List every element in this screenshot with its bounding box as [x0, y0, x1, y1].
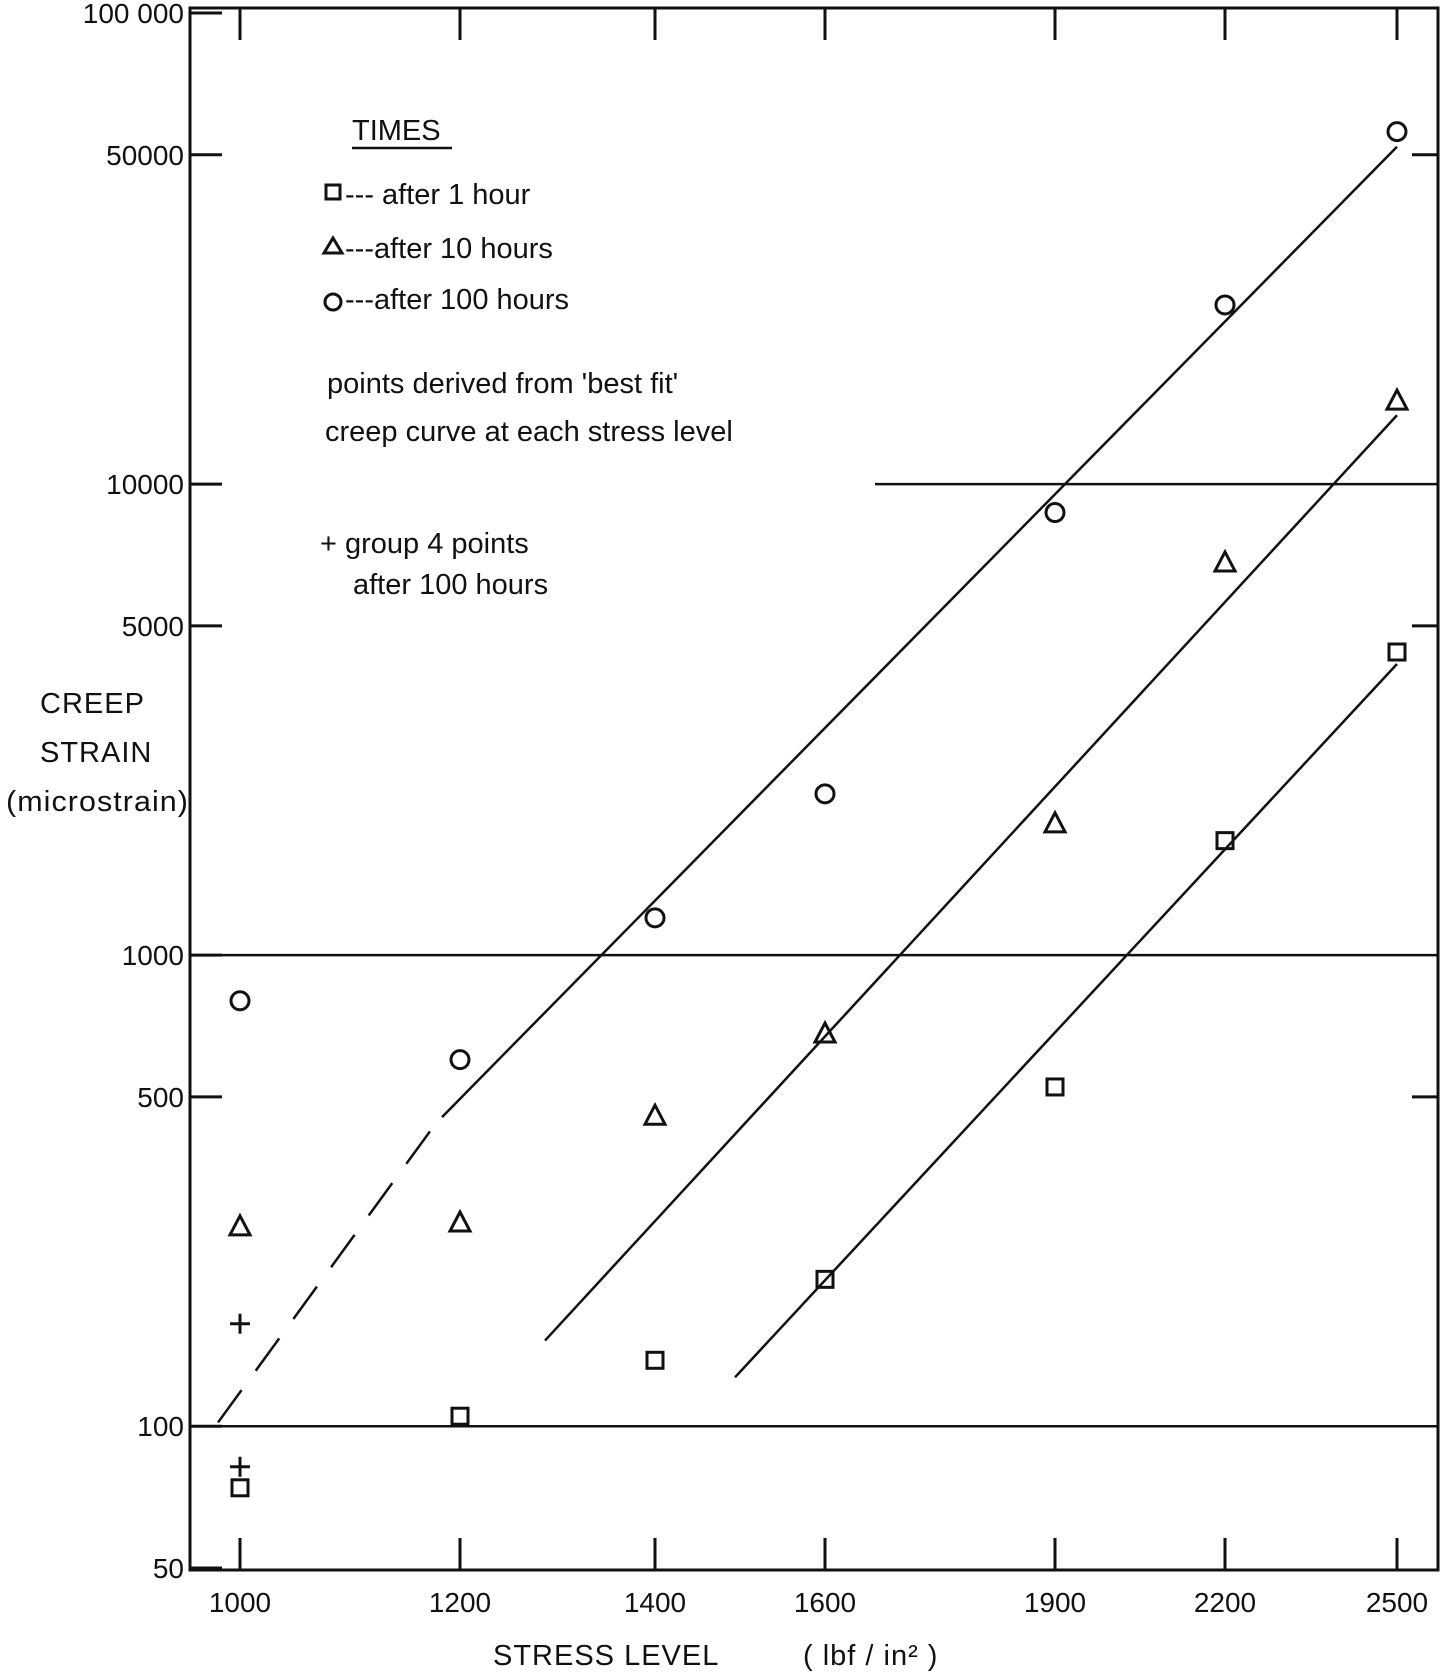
- legend-triangle-marker: [321, 235, 345, 255]
- marker-square-1000: [230, 1478, 250, 1498]
- marker-square-1400: [645, 1350, 665, 1370]
- y-tick-label-100: 100: [137, 1411, 184, 1442]
- legend-circle-marker: [323, 292, 343, 312]
- legend-plus-note-line-1: + group 4 points: [320, 528, 529, 560]
- marker-triangle-1900: [1042, 809, 1068, 834]
- x-tick-label-1600: 1600: [794, 1587, 856, 1618]
- legend-entry-1-hour: --- after 1 hour: [345, 179, 531, 211]
- marker-circle-2500: [1386, 121, 1408, 143]
- y-axis-ticks: 50 100 500 1000 5000 10000 50000 100 000: [83, 0, 1438, 1584]
- marker-triangle-2200: [1212, 548, 1238, 573]
- marker-triangle-2500: [1384, 386, 1410, 411]
- marker-triangle-1200: [447, 1208, 473, 1233]
- legend: TIMES --- after 1 hour ---after 10 hours…: [320, 115, 733, 601]
- legend-square-marker: [324, 183, 342, 201]
- legend-entry-10-hours: ---after 10 hours: [345, 233, 553, 265]
- y-tick-label-500: 500: [137, 1082, 184, 1113]
- marker-plus-1000: [230, 1313, 250, 1334]
- fit-line-1: [544, 414, 1398, 1342]
- y-tick-label-50000: 50000: [106, 140, 184, 171]
- x-tick-label-1000: 1000: [209, 1587, 271, 1618]
- legend-note-line-1: points derived from 'best fit': [327, 368, 678, 400]
- marker-circle-1200: [449, 1049, 471, 1071]
- y-axis-title-line-2: STRAIN: [40, 737, 152, 769]
- x-tick-label-1900: 1900: [1024, 1587, 1086, 1618]
- fit-lines: [216, 145, 1398, 1424]
- y-tick-label-50: 50: [153, 1553, 184, 1584]
- x-axis-title: STRESS LEVEL: [493, 1640, 719, 1672]
- marker-circle-1900: [1044, 502, 1066, 524]
- plot-frame: [188, 6, 1440, 1572]
- legend-title: TIMES: [352, 115, 441, 147]
- x-tick-label-1200: 1200: [429, 1587, 491, 1618]
- data-markers: [227, 121, 1410, 1498]
- y-tick-label-5000: 5000: [122, 611, 184, 642]
- marker-triangle-1400: [642, 1102, 668, 1126]
- marker-square-2200: [1215, 831, 1235, 851]
- fit-line-dashed-0: [216, 1122, 438, 1424]
- y-axis-title-line-1: CREEP: [40, 688, 145, 720]
- y-axis-title-line-3: (microstrain): [6, 786, 189, 818]
- x-axis-ticks: 1000 1200 1400 1600 1900 2200 2500: [209, 8, 1428, 1618]
- x-tick-label-1400: 1400: [624, 1587, 686, 1618]
- marker-square-2500: [1387, 642, 1407, 662]
- fit-line-0: [441, 145, 1398, 1118]
- grid-lines: [190, 482, 1438, 1428]
- marker-circle-1400: [644, 907, 666, 929]
- marker-circle-2200: [1214, 294, 1236, 316]
- y-tick-label-10000: 10000: [106, 469, 184, 500]
- legend-note-line-2: creep curve at each stress level: [325, 416, 733, 448]
- marker-circle-1000: [229, 990, 251, 1012]
- marker-circle-1600: [814, 783, 836, 805]
- marker-triangle-1600: [812, 1019, 838, 1044]
- marker-square-1600: [815, 1269, 835, 1289]
- fit-line-2: [734, 663, 1398, 1379]
- x-tick-label-2500: 2500: [1366, 1587, 1428, 1618]
- y-tick-label-1000: 1000: [122, 940, 184, 971]
- marker-square-1900: [1045, 1077, 1065, 1097]
- legend-entry-100-hours: ---after 100 hours: [345, 284, 569, 316]
- x-axis-unit: ( lbf / in² ): [803, 1640, 938, 1672]
- marker-square-1200: [450, 1406, 470, 1426]
- marker-plus-extra-1000-0: [230, 1456, 250, 1477]
- x-tick-label-2200: 2200: [1194, 1587, 1256, 1618]
- y-tick-label-100000: 100 000: [83, 0, 184, 29]
- marker-triangle-1000: [227, 1212, 253, 1237]
- legend-plus-note-line-2: after 100 hours: [353, 569, 548, 601]
